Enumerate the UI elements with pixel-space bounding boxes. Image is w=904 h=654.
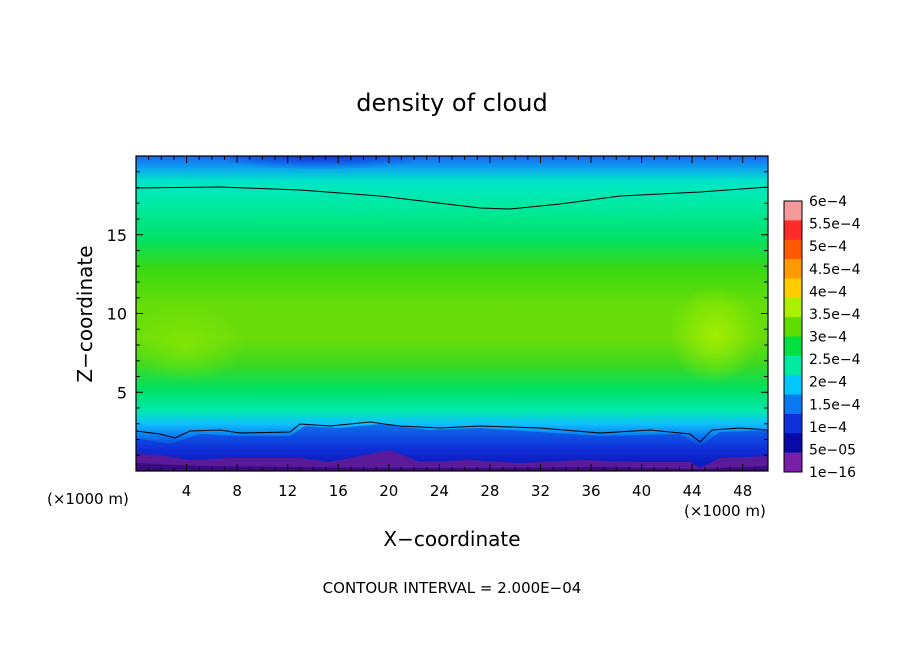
colorbar-swatch: [784, 239, 802, 260]
colorbar-swatch: [784, 355, 802, 376]
chart-title: density of cloud: [356, 89, 547, 117]
plot-area: [136, 156, 768, 471]
colorbar-swatch: [784, 201, 802, 221]
contour-upper: [136, 186, 768, 210]
colorbar-labels: 6e−4 5.5e−4 5e−4 4.5e−4 4e−4 3.5e−4 3e−4 2.5e−4…: [809, 194, 861, 481]
colorbar-label: 4e−4: [809, 284, 847, 300]
x-tick-label: 28: [480, 482, 499, 500]
x-unit-left: (×1000 m): [47, 490, 129, 508]
colorbar-label: 1.5e−4: [809, 397, 861, 413]
x-tick-label: 48: [733, 482, 752, 500]
high-density-region-left: [136, 307, 245, 383]
contour-interval-note: CONTOUR INTERVAL = 2.000E−04: [323, 579, 582, 597]
colorbar-swatch: [784, 336, 802, 357]
x-tick-label: 16: [329, 482, 348, 500]
colorbar-swatch: [784, 375, 802, 395]
density-field: [136, 156, 768, 471]
colorbar-label: 1e−4: [809, 420, 847, 436]
x-tick-label: 32: [531, 482, 550, 500]
x-tick-label: 44: [683, 482, 702, 500]
x-axis-label: X−coordinate: [383, 527, 520, 551]
colorbar-label: 3e−4: [809, 330, 847, 346]
x-axis-ticks: [148, 156, 756, 471]
y-axis-ticks: [136, 171, 768, 456]
x-axis-tick-labels: 4 8 12 16 20 24 28 32 36 40 44 48: [182, 482, 752, 500]
y-tick-label: 15: [107, 226, 127, 245]
high-density-region-right: [670, 285, 760, 385]
x-tick-label: 40: [632, 482, 651, 500]
colorbar-label: 2.5e−4: [809, 352, 861, 368]
contour-lower: [136, 421, 768, 443]
y-tick-label: 10: [107, 305, 127, 324]
colorbar-label: 4.5e−4: [809, 262, 861, 278]
x-tick-label: 4: [182, 482, 192, 500]
colorbar-label: 5e−4: [809, 239, 847, 255]
x-tick-label: 36: [581, 482, 600, 500]
colorbar-swatch: [784, 452, 802, 473]
y-tick-label: 5: [117, 383, 127, 402]
x-tick-label: 24: [430, 482, 449, 500]
y-axis-label: Z−coordinate: [73, 245, 97, 382]
colorbar-label: 3.5e−4: [809, 307, 861, 323]
colorbar-swatch: [784, 433, 802, 453]
colorbar-frame: [783, 200, 803, 473]
ground-band: [136, 450, 768, 471]
colorbar-swatch: [784, 394, 802, 415]
colorbar-label: 5e−05: [809, 442, 856, 458]
colorbar-swatch: [784, 297, 802, 318]
y-axis-tick-labels: 5 10 15: [107, 226, 127, 403]
colorbar-label: 6e−4: [809, 194, 847, 210]
colorbar: [783, 200, 803, 473]
colorbar-swatch: [784, 220, 802, 241]
colorbar-swatch: [784, 259, 802, 279]
low-density-top-region: [210, 156, 430, 170]
colorbar-label: 1e−16: [809, 465, 856, 481]
colorbar-swatch: [784, 317, 802, 337]
x-unit-right: (×1000 m): [684, 502, 766, 520]
ground-dark-band: [136, 463, 768, 471]
x-tick-label: 20: [379, 482, 398, 500]
colorbar-label: 5.5e−4: [809, 217, 861, 233]
x-tick-label: 8: [232, 482, 242, 500]
colorbar-swatch: [784, 278, 802, 299]
colorbar-swatch: [784, 413, 802, 434]
colorbar-label: 2e−4: [809, 375, 847, 391]
x-tick-label: 12: [278, 482, 297, 500]
